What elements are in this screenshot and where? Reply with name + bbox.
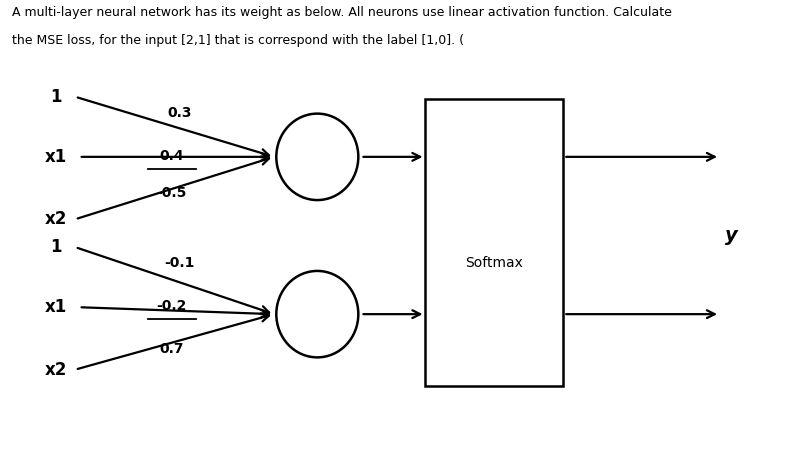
Bar [426,99,563,386]
Text: 1: 1 [50,88,62,106]
Text: x2: x2 [45,211,67,228]
Text: A multi-layer neural network has its weight as below. All neurons use linear act: A multi-layer neural network has its wei… [12,7,671,19]
Text: 0.4: 0.4 [160,149,184,163]
Text: -0.1: -0.1 [164,256,194,270]
Text: x2: x2 [45,361,67,379]
Text: -0.2: -0.2 [157,299,187,313]
Text: -0.5: -0.5 [157,186,187,200]
Text: 0.7: 0.7 [160,342,184,356]
Text: the MSE loss, for the input [2,1] that is correspond with the label [1,0]. (: the MSE loss, for the input [2,1] that i… [12,34,464,47]
Text: Softmax: Softmax [466,256,523,269]
Text: 1: 1 [50,238,62,256]
Text: x1: x1 [46,148,67,166]
Text: x1: x1 [46,298,67,316]
Text: 0.3: 0.3 [167,106,192,120]
Text: y: y [725,226,738,245]
